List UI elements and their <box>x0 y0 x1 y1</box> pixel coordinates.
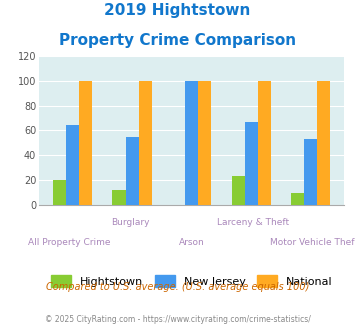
Bar <box>258 81 271 205</box>
Legend: Hightstown, New Jersey, National: Hightstown, New Jersey, National <box>51 276 332 287</box>
Bar <box>185 81 198 205</box>
Bar <box>66 125 79 205</box>
Text: Larceny & Theft: Larceny & Theft <box>217 218 289 227</box>
Text: All Property Crime: All Property Crime <box>28 238 111 247</box>
Bar <box>231 176 245 205</box>
Bar <box>113 190 126 205</box>
Bar <box>317 81 331 205</box>
Text: Compared to U.S. average. (U.S. average equals 100): Compared to U.S. average. (U.S. average … <box>46 282 309 292</box>
Text: Motor Vehicle Theft: Motor Vehicle Theft <box>270 238 355 247</box>
Bar <box>139 81 152 205</box>
Bar <box>291 193 304 205</box>
Bar <box>198 81 211 205</box>
Bar <box>304 139 317 205</box>
Bar <box>53 180 66 205</box>
Bar <box>245 122 258 205</box>
Text: Burglary: Burglary <box>111 218 150 227</box>
Text: © 2025 CityRating.com - https://www.cityrating.com/crime-statistics/: © 2025 CityRating.com - https://www.city… <box>45 315 310 324</box>
Bar <box>79 81 92 205</box>
Text: Arson: Arson <box>179 238 204 247</box>
Text: 2019 Hightstown: 2019 Hightstown <box>104 3 251 18</box>
Text: Property Crime Comparison: Property Crime Comparison <box>59 33 296 48</box>
Bar <box>126 137 139 205</box>
